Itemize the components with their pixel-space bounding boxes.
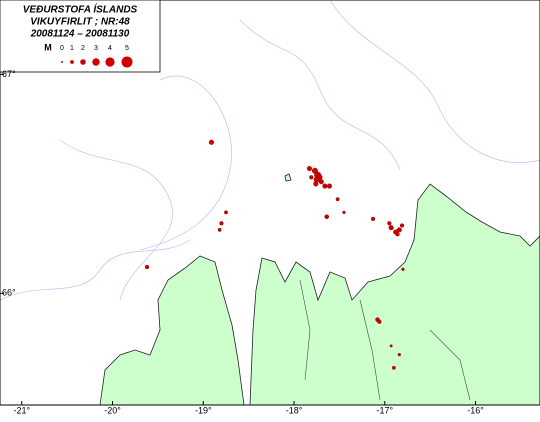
legend-symbol xyxy=(105,57,115,67)
land xyxy=(99,255,245,406)
earthquake xyxy=(377,319,382,324)
depth-contour xyxy=(329,0,540,163)
subtitle: VIKUYFIRLIT ; NR:48 xyxy=(30,17,130,28)
legend-magnitude: 0 xyxy=(60,45,64,52)
earthquake xyxy=(309,175,314,180)
legend-symbol xyxy=(80,59,86,65)
legend-symbol xyxy=(121,56,133,68)
earthquake xyxy=(401,267,405,271)
legend-magnitude: 4 xyxy=(108,45,112,52)
land xyxy=(249,183,540,406)
legend-label: M xyxy=(44,42,52,52)
y-tick-label: 67° xyxy=(2,69,16,79)
depth-contour xyxy=(139,75,232,251)
island xyxy=(284,173,292,182)
earthquake xyxy=(306,166,313,172)
legend-magnitude: 5 xyxy=(125,45,129,52)
earthquake xyxy=(396,227,402,233)
x-tick-label: -21° xyxy=(13,405,30,415)
earthquake xyxy=(391,365,396,370)
x-tick-label: -16° xyxy=(467,405,484,415)
earthquake xyxy=(389,344,393,348)
depth-contour xyxy=(59,139,173,301)
earthquake xyxy=(326,183,332,189)
earthquake xyxy=(399,223,405,228)
legend-symbol xyxy=(61,61,63,63)
earthquake xyxy=(397,352,401,357)
earthquake xyxy=(224,210,228,215)
earthquake xyxy=(335,197,340,202)
earthquake xyxy=(313,181,319,187)
earthquake xyxy=(313,176,320,183)
x-tick-label: -17° xyxy=(377,405,394,415)
legend-magnitude: 1 xyxy=(70,45,74,52)
depth-contour xyxy=(239,19,401,171)
earthquake xyxy=(217,227,222,232)
river xyxy=(299,279,471,401)
legend-symbol xyxy=(92,58,100,66)
legend-symbol xyxy=(70,60,74,64)
earthquake xyxy=(322,183,328,189)
x-tick-label: -20° xyxy=(104,405,121,415)
x-tick-label: -18° xyxy=(286,405,303,415)
earthquake xyxy=(318,179,324,185)
legend-magnitude: 2 xyxy=(81,45,85,52)
earthquake xyxy=(144,264,150,270)
map-frame xyxy=(0,0,540,406)
y-tick-label: 66° xyxy=(2,288,16,298)
earthquake xyxy=(324,214,330,220)
title: VEÐURSTOFA ÍSLANDS xyxy=(23,3,138,16)
earthquake xyxy=(395,232,400,237)
depth-contour xyxy=(0,239,191,301)
legend-magnitude: 3 xyxy=(94,45,98,52)
earthquake xyxy=(387,221,392,226)
earthquake xyxy=(388,225,394,231)
earthquake xyxy=(219,221,224,226)
date-range: 20081124 – 20081130 xyxy=(30,29,130,40)
earthquake xyxy=(342,210,346,215)
legend-box xyxy=(0,0,161,73)
earthquake xyxy=(208,139,215,145)
x-tick-label: -19° xyxy=(195,405,212,415)
earthquake xyxy=(370,216,376,222)
